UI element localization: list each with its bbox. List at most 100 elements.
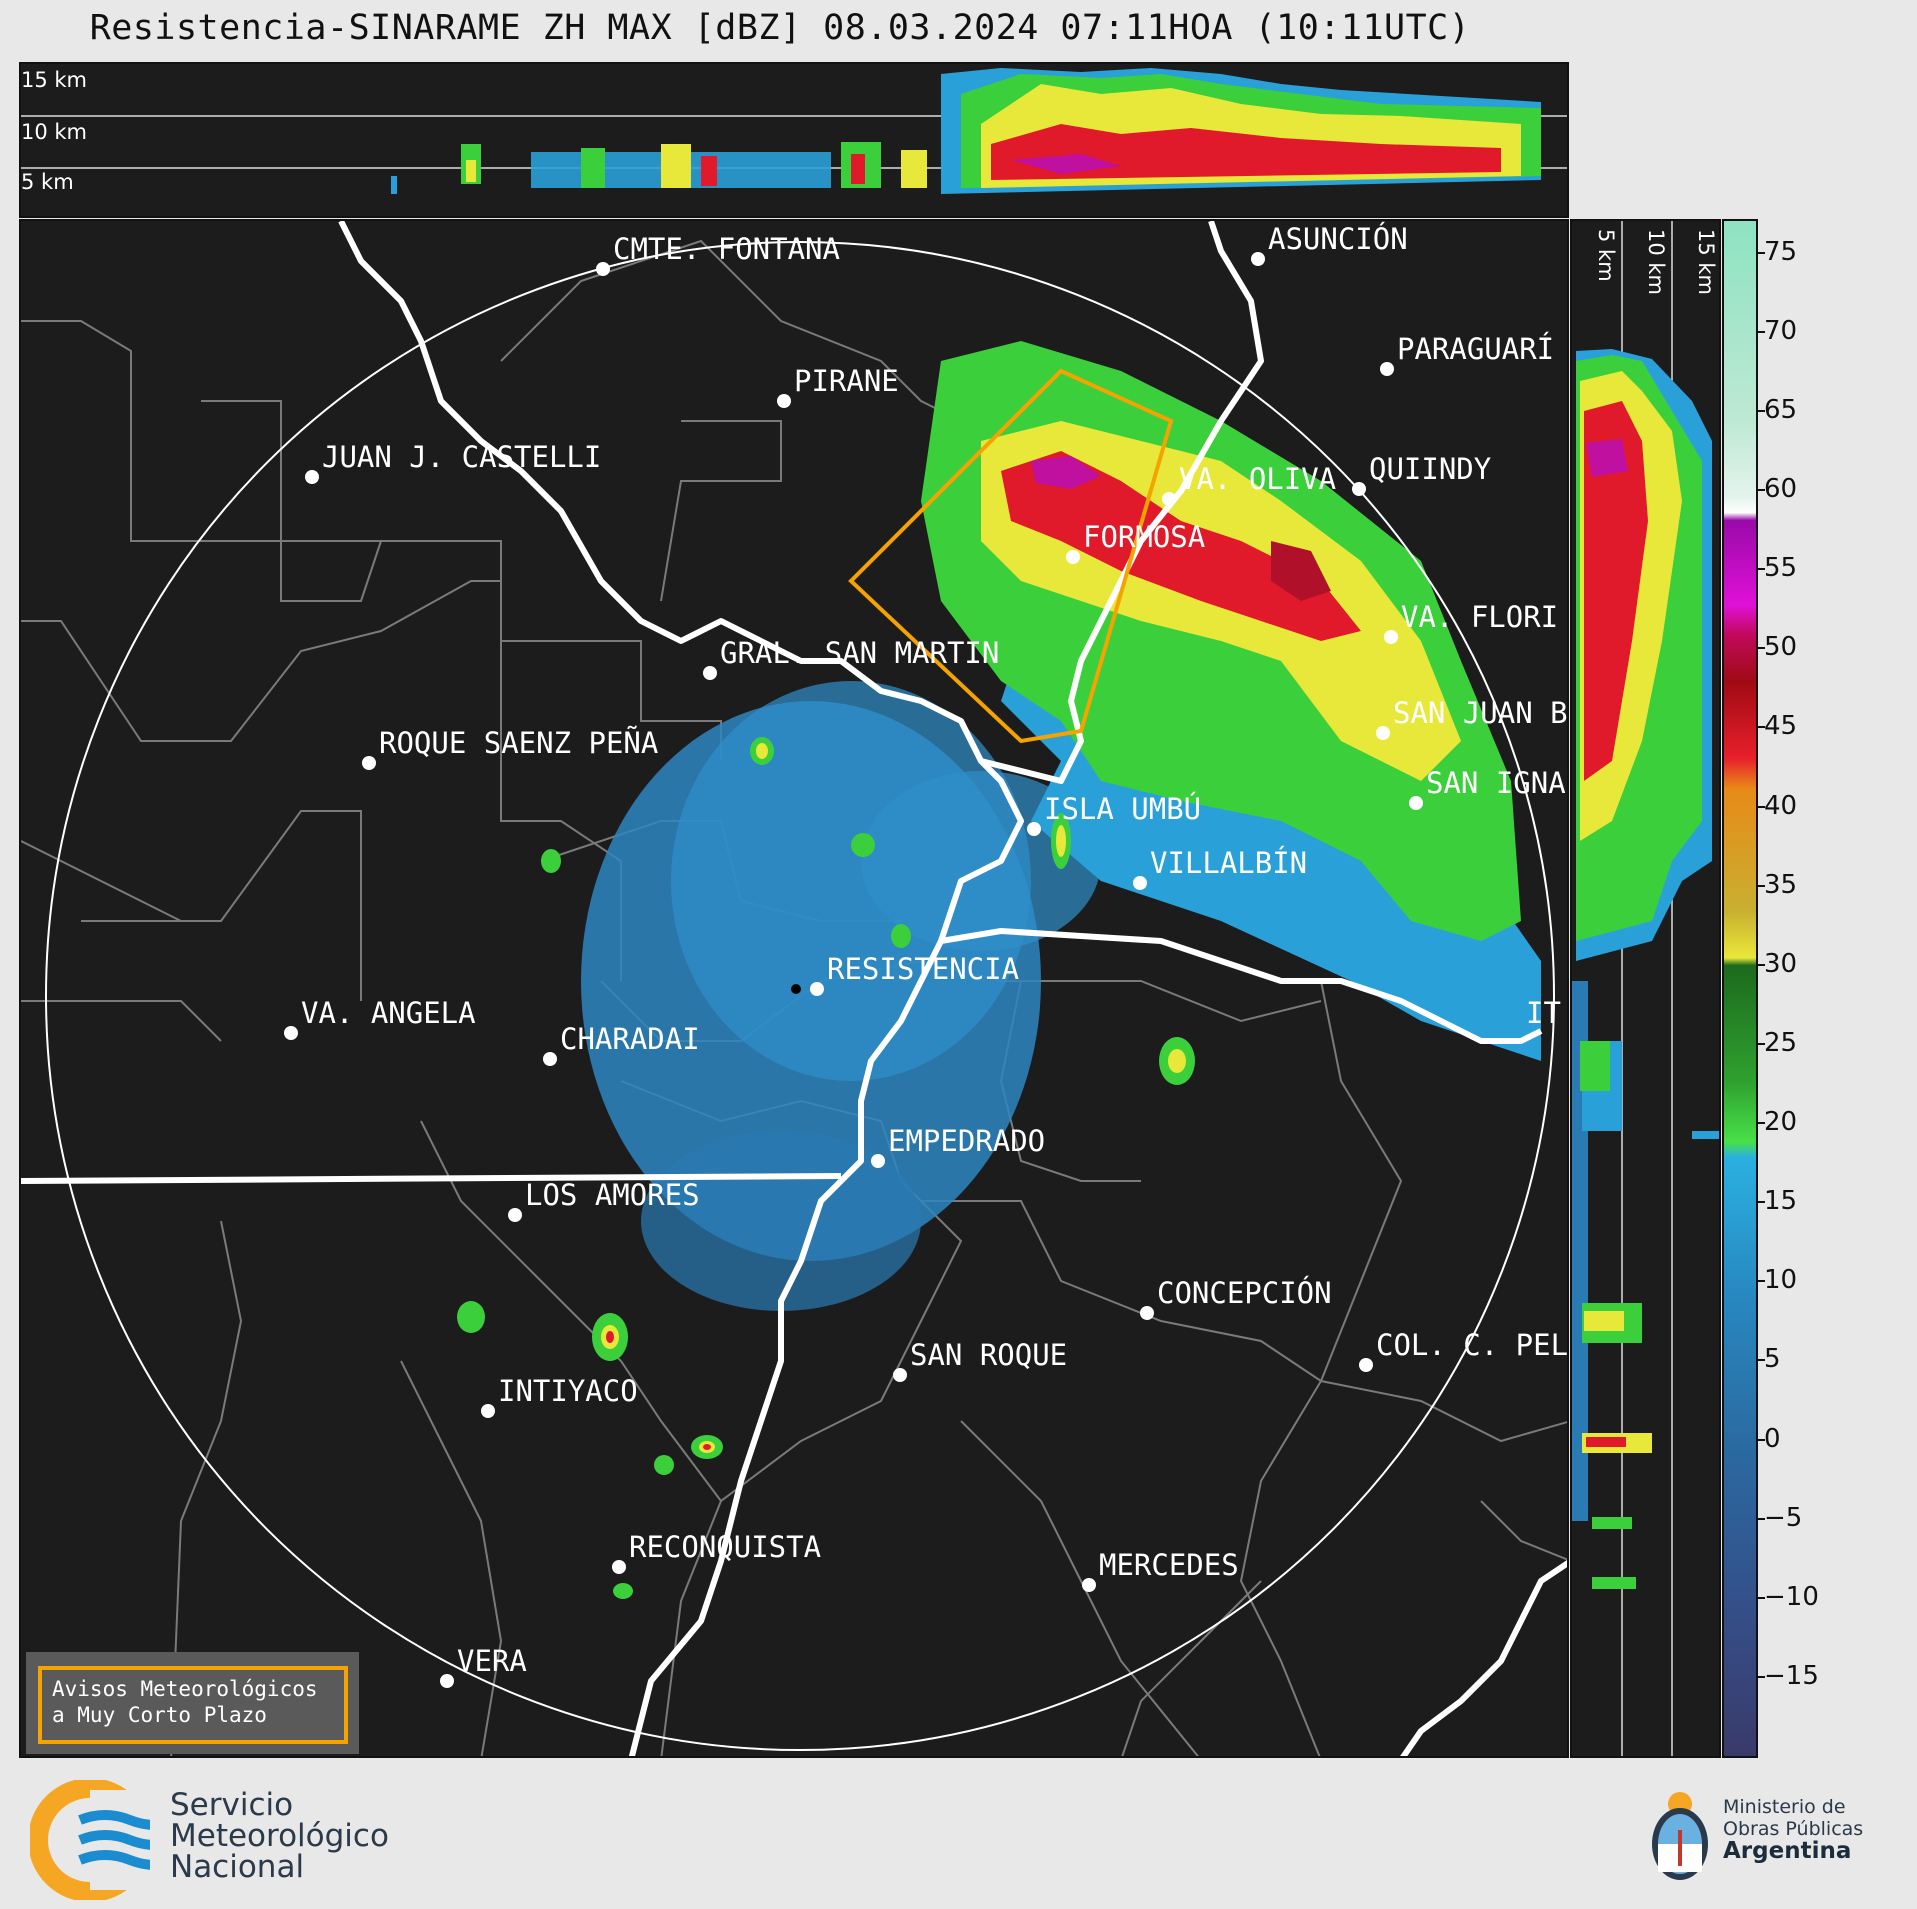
- colorbar-tick-mark: [1758, 1280, 1765, 1283]
- smn-line-3: Nacional: [170, 1849, 305, 1885]
- colorbar-tick-mark: [1758, 1359, 1765, 1362]
- colorbar-tick-mark: [1758, 805, 1765, 808]
- city-label: LOS AMORES: [525, 1178, 700, 1212]
- smn-line-1: Servicio: [170, 1787, 294, 1823]
- smn-line-2: Meteorológico: [170, 1818, 389, 1854]
- city-label: RESISTENCIA: [827, 952, 1019, 986]
- colorbar-tick-mark: [1758, 1042, 1765, 1045]
- city-label: VA. OLIVA: [1179, 462, 1336, 496]
- city-label: RECONQUISTA: [629, 1530, 821, 1564]
- city-label: CMTE. FONTANA: [613, 232, 840, 266]
- colorbar-tick-label: 65: [1764, 394, 1798, 425]
- city-markers: [284, 252, 1423, 1688]
- height-label-10km: 10 km: [21, 120, 88, 144]
- city-label: IT: [1526, 996, 1561, 1030]
- colorbar-tick-mark: [1758, 884, 1765, 887]
- radar-site: [791, 984, 801, 994]
- colorbar-tick-label: 5: [1764, 1344, 1781, 1375]
- page-title: Resistencia-SINARAME ZH MAX [dBZ] 08.03.…: [89, 8, 1471, 48]
- colorbar-tick-mark: [1758, 489, 1765, 492]
- city-labels: CMTE. FONTANA ASUNCIÓN PARAGUARÍ PIRANE …: [301, 222, 1568, 1678]
- colorbar-tick-label: −5: [1764, 1502, 1803, 1533]
- colorbar-tick-label: 10: [1764, 1265, 1798, 1296]
- city-label: QUIINDY: [1369, 452, 1491, 486]
- warning-legend: Avisos Meteorológicos a Muy Corto Plazo: [26, 1652, 359, 1754]
- smn-logo-icon: [30, 1780, 150, 1900]
- top-profile-echoes: [391, 68, 1541, 194]
- city-label: ASUNCIÓN: [1268, 222, 1408, 256]
- colorbar-tick-mark: [1758, 647, 1765, 650]
- colorbar-tick-label: 0: [1764, 1423, 1781, 1454]
- top-profile-svg: [21, 68, 1567, 194]
- colorbar-tick-mark: [1758, 409, 1765, 412]
- colorbar-tick-label: 35: [1764, 869, 1798, 900]
- ministry-line-2: Obras Públicas: [1723, 1818, 1864, 1840]
- range-ring: [45, 241, 1555, 1751]
- colorbar-tick-label: 55: [1764, 553, 1798, 584]
- colorbar-tick-mark: [1758, 726, 1765, 729]
- colorbar-tick-mark: [1758, 568, 1765, 571]
- legend-line-2: a Muy Corto Plazo: [52, 1703, 267, 1727]
- colorbar-tick-mark: [1758, 1201, 1765, 1204]
- city-label: VA. FLORI: [1401, 600, 1558, 634]
- legend-line-1: Avisos Meteorológicos: [52, 1677, 318, 1701]
- city-label: SAN IGNA: [1426, 766, 1566, 800]
- colorbar-tick-mark: [1758, 251, 1765, 254]
- radar-map[interactable]: CMTE. FONTANA ASUNCIÓN PARAGUARÍ PIRANE …: [19, 219, 1569, 1758]
- city-label: MERCEDES: [1099, 1548, 1239, 1582]
- city-label: PIRANE: [794, 364, 899, 398]
- city-label: VILLALBÍN: [1150, 846, 1307, 880]
- ministry-line-3: Argentina: [1723, 1838, 1852, 1864]
- colorbar-tick-label: 15: [1764, 1186, 1798, 1217]
- colorbar-tick-label: 40: [1764, 790, 1798, 821]
- colorbar-tick-label: 70: [1764, 315, 1798, 346]
- colorbar-tick-mark: [1758, 1122, 1765, 1124]
- city-label: INTIYACO: [498, 1374, 638, 1408]
- city-label: VA. ANGELA: [301, 996, 476, 1030]
- side-height-label-5km: 5 km: [1594, 229, 1618, 282]
- coat-of-arms-icon: [1652, 1792, 1708, 1880]
- height-label-5km: 5 km: [21, 170, 74, 194]
- dbz-colorbar: [1722, 219, 1758, 1758]
- colorbar-tick-label: −15: [1764, 1660, 1819, 1691]
- colorbar-tick-mark: [1758, 1596, 1765, 1599]
- colorbar-tick-label: 45: [1764, 711, 1798, 742]
- side-height-label-10km: 10 km: [1644, 229, 1668, 296]
- vertical-profile-side: 5 km 10 km 15 km: [1570, 219, 1721, 1758]
- radar-map-svg: CMTE. FONTANA ASUNCIÓN PARAGUARÍ PIRANE …: [21, 221, 1568, 1756]
- radar-echoes: [457, 341, 1541, 1599]
- city-label: VERA: [457, 1644, 527, 1678]
- ministry-line-1: Ministerio de: [1723, 1796, 1846, 1818]
- city-label: COL. C. PEL: [1376, 1328, 1568, 1362]
- city-label: ISLA UMBÚ: [1044, 792, 1201, 826]
- colorbar-tick-label: 20: [1764, 1107, 1798, 1137]
- side-profile-svg: [1572, 221, 1719, 1756]
- ministry-name: Ministerio de Obras Públicas Argentina: [1723, 1796, 1863, 1863]
- side-height-label-15km: 15 km: [1694, 229, 1718, 296]
- city-label: CONCEPCIÓN: [1157, 1276, 1332, 1310]
- city-label: EMPEDRADO: [888, 1124, 1045, 1158]
- rivers: [21, 221, 1567, 1756]
- warning-legend-frame: Avisos Meteorológicos a Muy Corto Plazo: [38, 1666, 348, 1744]
- colorbar-tick-mark: [1758, 963, 1765, 966]
- colorbar-tick-label: 25: [1764, 1027, 1798, 1058]
- side-profile-echoes: [1572, 349, 1719, 1589]
- city-label: ROQUE SAENZ PEÑA: [379, 726, 658, 760]
- colorbar-tick-label: 50: [1764, 632, 1798, 663]
- city-label: FORMOSA: [1083, 520, 1205, 554]
- colorbar-tick-label: −10: [1764, 1581, 1819, 1612]
- city-label: GRAL. SAN MARTIN: [720, 636, 999, 670]
- colorbar-tick-label: 60: [1764, 474, 1798, 505]
- city-label: SAN ROQUE: [910, 1338, 1067, 1372]
- city-label: JUAN J. CASTELLI: [322, 440, 601, 474]
- smn-logo: [30, 1780, 150, 1900]
- colorbar-tick-label: 75: [1764, 236, 1798, 267]
- city-label: SAN JUAN B: [1393, 696, 1568, 730]
- smn-name: Servicio Meteorológico Nacional: [170, 1790, 389, 1883]
- colorbar-tick-label: 30: [1764, 948, 1798, 979]
- vertical-profile-top: 15 km 10 km 5 km: [19, 62, 1569, 218]
- city-label: PARAGUARÍ: [1397, 332, 1554, 366]
- height-label-15km: 15 km: [21, 68, 88, 92]
- colorbar-tick-mark: [1758, 330, 1765, 333]
- argentina-coat-of-arms: [1645, 1786, 1715, 1886]
